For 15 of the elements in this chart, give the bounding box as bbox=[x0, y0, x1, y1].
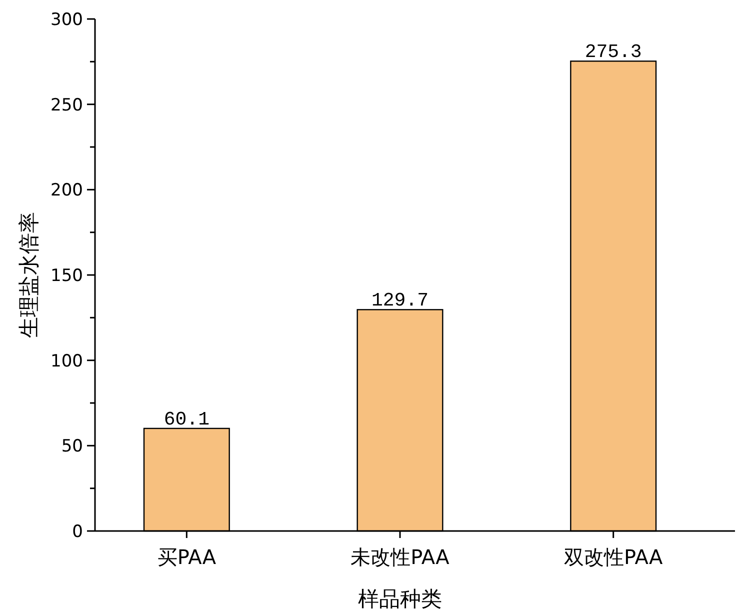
y-tick-label: 250 bbox=[50, 95, 83, 116]
y-tick-label: 100 bbox=[50, 351, 83, 372]
data-label: 275.3 bbox=[584, 41, 642, 64]
x-tick-label: 买PAA bbox=[157, 545, 216, 569]
data-label: 60.1 bbox=[164, 408, 210, 430]
y-tick-label: 0 bbox=[72, 522, 83, 542]
x-tick-label: 双改性PAA bbox=[564, 545, 663, 569]
y-tick-label: 50 bbox=[61, 436, 83, 457]
x-axis-title: 样品种类 bbox=[358, 587, 442, 611]
x-tick-label: 未改性PAA bbox=[350, 545, 450, 569]
y-axis-title: 生理盐水倍率 bbox=[17, 212, 41, 338]
data-label: 129.7 bbox=[371, 290, 429, 312]
y-tick-label: 200 bbox=[50, 180, 83, 201]
y-tick-label: 150 bbox=[50, 266, 83, 286]
y-tick-label: 300 bbox=[50, 10, 83, 30]
